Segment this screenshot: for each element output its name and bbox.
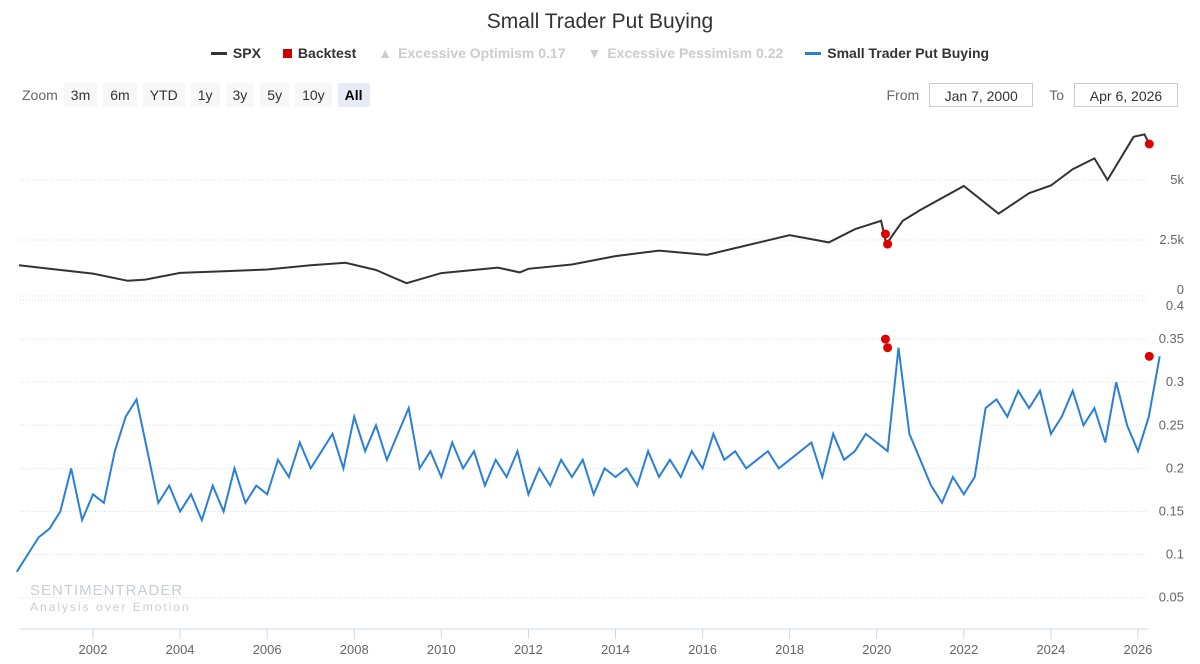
- line-icon: [210, 51, 227, 55]
- x-tick-label: 2006: [253, 642, 282, 657]
- y-tick-label-lower: 0.1: [1166, 547, 1184, 562]
- legend: SPX Backtest ▲ Excessive Optimism 0.17 ▼ E…: [0, 45, 1200, 61]
- backtest-marker-spx: [883, 239, 893, 249]
- y-tick-label-lower: 0.25: [1159, 417, 1184, 432]
- backtest-marker-put-buying: [883, 343, 893, 353]
- zoom-controls: Zoom 3m 6m YTD 1y 3y 5y 10y All: [22, 83, 370, 107]
- legend-label: Excessive Optimism 0.17: [398, 45, 566, 61]
- y-tick-label-upper: 2.5k: [1159, 232, 1184, 247]
- zoom-3y-button[interactable]: 3y: [225, 83, 255, 107]
- legend-small-trader-put-buying[interactable]: Small Trader Put Buying: [805, 45, 989, 61]
- legend-spx[interactable]: SPX: [210, 45, 261, 61]
- x-tick-label: 2008: [340, 642, 369, 657]
- zoom-3m-button[interactable]: 3m: [63, 83, 98, 107]
- legend-excessive-pessimism[interactable]: ▼ Excessive Pessimism 0.22: [587, 45, 783, 61]
- zoom-all-button[interactable]: All: [337, 83, 370, 107]
- x-tick-label: 2026: [1123, 642, 1152, 657]
- legend-label: Excessive Pessimism 0.22: [607, 45, 784, 61]
- zoom-6m-button[interactable]: 6m: [103, 83, 137, 107]
- legend-label: Small Trader Put Buying: [827, 45, 990, 61]
- x-tick-label: 2022: [949, 642, 978, 657]
- legend-label: SPX: [232, 45, 261, 61]
- backtest-marker-put-buying: [880, 334, 890, 344]
- from-date-input[interactable]: Jan 7, 2000: [929, 83, 1034, 107]
- date-range: From Jan 7, 2000 To Apr 6, 2026: [887, 83, 1184, 107]
- x-tick-label: 2024: [1036, 642, 1065, 657]
- to-date-input[interactable]: Apr 6, 2026: [1074, 83, 1178, 107]
- y-tick-label-lower: 0.4: [1166, 298, 1184, 313]
- x-tick-label: 2004: [166, 642, 195, 657]
- y-tick-label-lower: 0.05: [1159, 590, 1184, 605]
- from-label: From: [886, 87, 920, 103]
- x-tick-label: 2020: [862, 642, 891, 657]
- x-tick-label: 2010: [427, 642, 456, 657]
- chart-title: Small Trader Put Buying: [486, 10, 714, 33]
- legend-label: Backtest: [297, 45, 357, 61]
- backtest-marker-spx: [880, 229, 890, 239]
- put-buying-line: [15, 347, 1161, 573]
- to-label: To: [1049, 87, 1064, 103]
- spx-line: [18, 133, 1151, 285]
- square-icon: [282, 48, 292, 58]
- triangle-down-icon: ▼: [587, 45, 602, 61]
- line-icon: [805, 51, 822, 55]
- zoom-ytd-button[interactable]: YTD: [142, 83, 185, 107]
- legend-backtest[interactable]: Backtest: [282, 45, 357, 61]
- watermark-logo: SENTIMENTRADER Analysis over Emotion: [30, 582, 191, 614]
- x-tick-label: 2014: [601, 642, 630, 657]
- y-tick-label-lower: 0.3: [1166, 374, 1184, 389]
- x-tick-label: 2018: [775, 642, 804, 657]
- y-tick-label-upper: 0: [1177, 282, 1184, 297]
- zoom-label: Zoom: [22, 87, 58, 103]
- triangle-up-icon: ▲: [378, 45, 393, 61]
- zoom-5y-button[interactable]: 5y: [260, 83, 290, 107]
- y-tick-label-lower: 0.2: [1166, 460, 1184, 475]
- legend-excessive-optimism[interactable]: ▲ Excessive Optimism 0.17: [378, 45, 565, 61]
- backtest-marker-spx: [1144, 139, 1154, 149]
- zoom-10y-button[interactable]: 10y: [295, 83, 332, 107]
- y-tick-label-upper: 5k: [1170, 172, 1184, 187]
- y-tick-label-lower: 0.35: [1159, 331, 1184, 346]
- x-tick-label: 2002: [79, 642, 108, 657]
- backtest-marker-put-buying: [1144, 351, 1154, 361]
- y-tick-label-lower: 0.15: [1159, 504, 1184, 519]
- x-tick-label: 2016: [688, 642, 717, 657]
- x-tick-label: 2012: [514, 642, 543, 657]
- zoom-1y-button[interactable]: 1y: [190, 83, 220, 107]
